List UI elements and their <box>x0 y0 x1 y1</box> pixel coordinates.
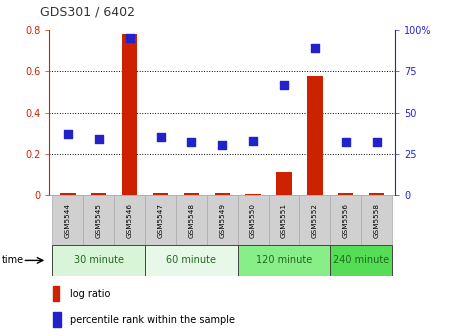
FancyBboxPatch shape <box>330 195 361 245</box>
FancyBboxPatch shape <box>53 195 84 245</box>
Text: log ratio: log ratio <box>70 289 110 299</box>
FancyBboxPatch shape <box>361 195 392 245</box>
Text: GSM5548: GSM5548 <box>189 203 194 238</box>
Point <box>373 139 380 145</box>
Bar <box>53 312 61 327</box>
Text: GSM5547: GSM5547 <box>158 203 163 238</box>
Text: GSM5545: GSM5545 <box>96 203 102 238</box>
Bar <box>369 193 384 195</box>
Bar <box>338 193 353 195</box>
Text: 30 minute: 30 minute <box>74 255 124 265</box>
Bar <box>184 193 199 195</box>
Text: 60 minute: 60 minute <box>167 255 216 265</box>
Point <box>280 82 287 87</box>
Point <box>95 136 102 141</box>
Bar <box>276 172 292 195</box>
Text: GSM5551: GSM5551 <box>281 203 287 238</box>
FancyBboxPatch shape <box>207 195 238 245</box>
FancyBboxPatch shape <box>330 245 392 276</box>
Bar <box>246 194 261 195</box>
Point <box>188 139 195 145</box>
FancyBboxPatch shape <box>53 245 145 276</box>
Bar <box>153 193 168 195</box>
Point <box>219 143 226 148</box>
Text: GSM5544: GSM5544 <box>65 203 71 238</box>
Bar <box>60 193 75 195</box>
FancyBboxPatch shape <box>238 195 269 245</box>
Point <box>311 46 318 51</box>
Bar <box>53 286 59 301</box>
Text: percentile rank within the sample: percentile rank within the sample <box>70 315 235 325</box>
Text: GDS301 / 6402: GDS301 / 6402 <box>40 5 136 18</box>
Point <box>64 131 71 137</box>
FancyBboxPatch shape <box>269 195 299 245</box>
FancyBboxPatch shape <box>114 195 145 245</box>
Text: GSM5556: GSM5556 <box>343 203 349 238</box>
Bar <box>91 193 106 195</box>
Text: GSM5552: GSM5552 <box>312 203 318 238</box>
FancyBboxPatch shape <box>145 195 176 245</box>
Point <box>157 135 164 140</box>
Text: time: time <box>2 255 24 265</box>
Text: GSM5558: GSM5558 <box>374 203 379 238</box>
Point <box>126 36 133 41</box>
Text: 240 minute: 240 minute <box>333 255 389 265</box>
Text: GSM5546: GSM5546 <box>127 203 132 238</box>
FancyBboxPatch shape <box>176 195 207 245</box>
Text: GSM5550: GSM5550 <box>250 203 256 238</box>
Bar <box>122 34 137 195</box>
Point <box>342 139 349 145</box>
FancyBboxPatch shape <box>145 245 238 276</box>
FancyBboxPatch shape <box>84 195 114 245</box>
Text: GSM5549: GSM5549 <box>219 203 225 238</box>
FancyBboxPatch shape <box>238 245 330 276</box>
Bar <box>215 193 230 195</box>
Text: 120 minute: 120 minute <box>256 255 312 265</box>
FancyBboxPatch shape <box>299 195 330 245</box>
Bar <box>307 76 322 195</box>
Point <box>250 138 257 143</box>
